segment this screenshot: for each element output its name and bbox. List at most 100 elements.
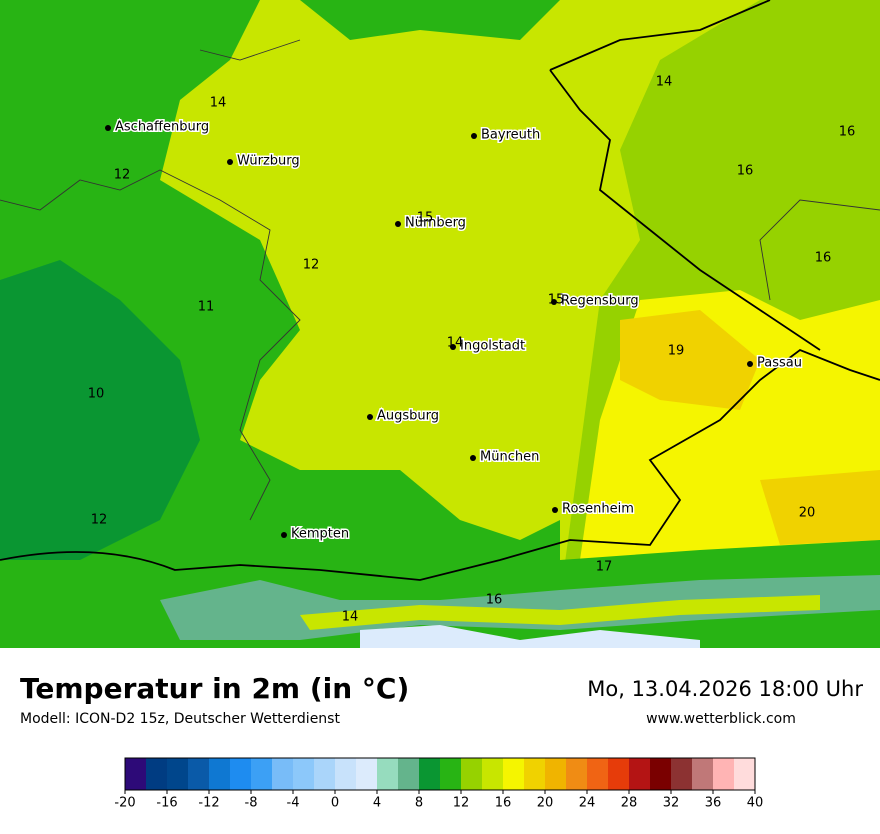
color-box	[377, 758, 399, 790]
temperature-label: 16	[737, 164, 754, 179]
city-label: Aschaffenburg	[115, 120, 209, 135]
tick-label: 28	[621, 796, 638, 811]
city-label: Regensburg	[561, 294, 639, 309]
color-box	[482, 758, 504, 790]
temperature-label: 14	[210, 96, 227, 111]
datetime: Mo, 13.04.2026 18:00 Uhr	[587, 677, 863, 701]
region-green-north	[300, 0, 560, 40]
color-box	[293, 758, 315, 790]
temperature-label: 12	[91, 513, 108, 528]
color-box	[671, 758, 693, 790]
temperature-label: 16	[815, 251, 832, 266]
color-box	[545, 758, 567, 790]
tick-label: 8	[415, 796, 423, 811]
color-box	[503, 758, 525, 790]
color-box	[335, 758, 357, 790]
city-label: Passau	[757, 356, 802, 371]
city-dot	[450, 344, 456, 350]
tick-label: 12	[453, 796, 470, 811]
colorbar-frame	[124, 757, 756, 791]
tick-label: -20	[114, 796, 135, 811]
border	[0, 0, 880, 581]
color-box	[188, 758, 210, 790]
city-dot	[471, 133, 477, 139]
color-box	[419, 758, 441, 790]
city-label: Ingolstadt	[460, 339, 525, 354]
region-warm-se	[760, 470, 880, 545]
color-box	[230, 758, 252, 790]
city-label: Augsburg	[377, 409, 439, 424]
color-box	[440, 758, 462, 790]
city-dot	[105, 125, 111, 131]
color-box	[251, 758, 273, 790]
tick-label: -4	[287, 796, 300, 811]
alps-valley	[300, 595, 820, 630]
temperature-label: 17	[596, 560, 613, 575]
city-label: Bayreuth	[481, 128, 540, 143]
color-box	[167, 758, 189, 790]
city-label: München	[480, 450, 539, 465]
color-box	[272, 758, 294, 790]
color-box	[650, 758, 672, 790]
city-label: Nürnberg	[405, 216, 466, 231]
tick-label: 40	[747, 796, 764, 811]
color-box	[125, 758, 147, 790]
temperature-label: 12	[114, 168, 131, 183]
state-border	[0, 39, 880, 521]
color-box	[146, 758, 168, 790]
tick-label: 36	[705, 796, 722, 811]
temperature-label: 15	[417, 211, 434, 226]
city-label: Kempten	[291, 527, 349, 542]
city-label: Rosenheim	[562, 502, 634, 517]
color-box	[398, 758, 420, 790]
city-dot	[552, 507, 558, 513]
temperature-label: 19	[668, 344, 685, 359]
tick-label: 0	[331, 796, 339, 811]
region-darkgreen	[0, 260, 200, 560]
map-labels: Aschaffenburg Würzburg Bayreuth Nürnberg Reg…	[88, 75, 856, 625]
tick-label: -16	[156, 796, 177, 811]
color-box	[209, 758, 231, 790]
subtitle: Modell: ICON-D2 15z, Deutscher Wetterdie…	[20, 711, 340, 727]
tick-label: -12	[198, 796, 219, 811]
alps-snow	[360, 625, 700, 648]
color-box	[629, 758, 651, 790]
temperature-label: 11	[198, 300, 215, 315]
color-box	[524, 758, 546, 790]
title: Temperatur in 2m (in °C)	[20, 672, 409, 705]
region-warm	[620, 310, 760, 410]
temperature-label: 14	[342, 610, 359, 625]
city-dot	[747, 361, 753, 367]
tick-label: 4	[373, 796, 381, 811]
temperature-label: 12	[303, 258, 320, 273]
color-box	[608, 758, 630, 790]
color-box	[356, 758, 378, 790]
city-label: Würzburg	[237, 154, 300, 169]
color-box	[587, 758, 609, 790]
color-box	[713, 758, 735, 790]
map	[0, 0, 880, 648]
color-box	[566, 758, 588, 790]
temperature-label: 14	[656, 75, 673, 90]
website: www.wetterblick.com	[646, 711, 796, 727]
color-box	[461, 758, 483, 790]
city-dot	[551, 299, 557, 305]
city-dot	[470, 455, 476, 461]
tick-label: -8	[245, 796, 258, 811]
tick-label: 32	[663, 796, 680, 811]
tick-label: 16	[495, 796, 512, 811]
tick-label: 20	[537, 796, 554, 811]
temperature-label: 10	[88, 387, 105, 402]
temperature-label: 16	[839, 125, 856, 140]
color-box	[692, 758, 714, 790]
temperature-label: 14	[447, 336, 464, 351]
colorbar: -20 -16 -12 -8 -4 0 4 8 12 16 20 24 28 32 36 40	[114, 757, 764, 811]
temperature-label: 20	[799, 506, 816, 521]
temperature-label: 15	[548, 293, 565, 308]
color-box	[314, 758, 336, 790]
tick-label: 24	[579, 796, 596, 811]
city-dot	[367, 414, 373, 420]
city-dot	[281, 532, 287, 538]
city-dot	[227, 159, 233, 165]
